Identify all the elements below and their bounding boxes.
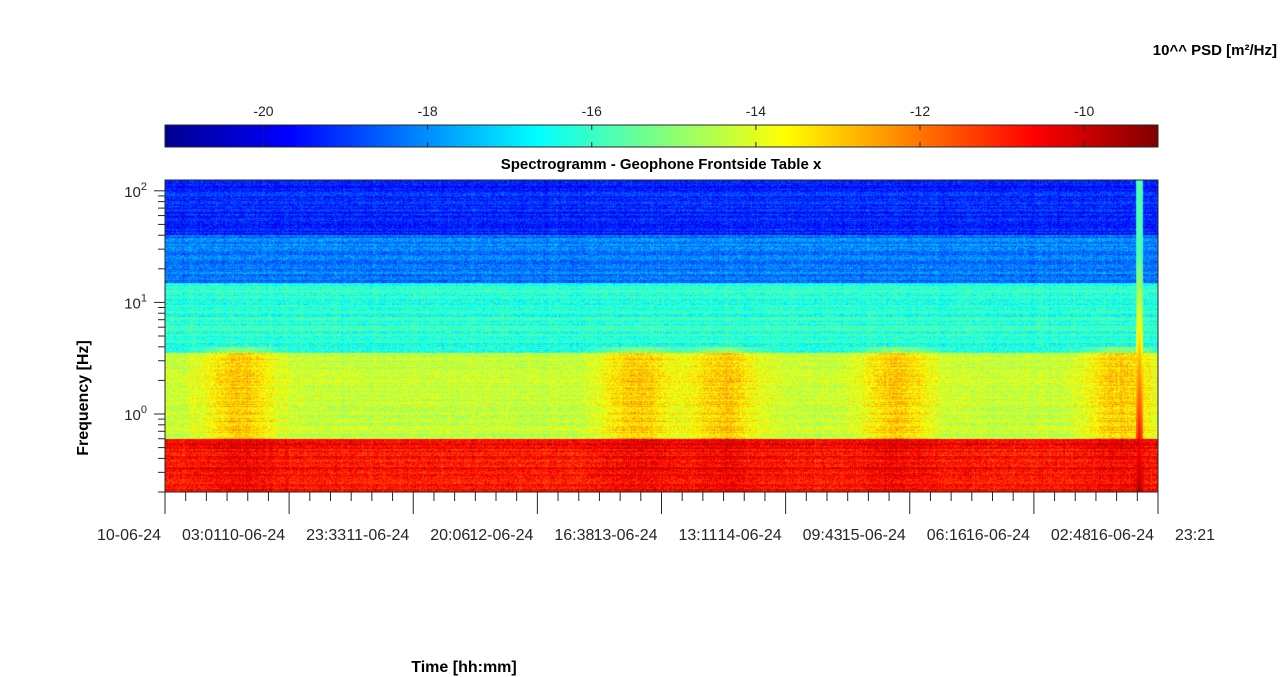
x-tick-date: 14-06-24 [718, 527, 782, 544]
x-tick-date: 15-06-24 [842, 527, 906, 544]
colorbar: -20 -18 -16 -14 -12 -10 [164, 103, 1159, 148]
colorbar-tick-label: -16 [582, 103, 602, 119]
x-tick-time: 02:48 [1051, 527, 1091, 544]
x-tick-label-group: 10-06-24 23:33 [221, 527, 346, 544]
x-tick-date: 12-06-24 [469, 527, 533, 544]
y-tick-label: 102 [124, 181, 147, 201]
x-tick-label-group: 16-06-24 23:21 [1090, 527, 1215, 544]
x-tick-label-group: 12-06-24 16:38 [469, 527, 594, 544]
x-tick-time: 03:01 [182, 527, 222, 544]
y-axis: 100 101 102 [124, 181, 165, 493]
colorbar-gradient [164, 124, 1159, 148]
x-tick-date: 13-06-24 [593, 527, 657, 544]
x-tick-label-group: 11-06-24 20:06 [346, 527, 470, 544]
x-tick-time: 13:11 [679, 527, 718, 544]
spectrogram-heatmap [165, 180, 1158, 492]
plot-area [164, 179, 1159, 493]
x-tick-date: 11-06-24 [346, 527, 409, 544]
x-tick-label-group: 10-06-24 03:01 [97, 527, 222, 544]
x-axis-label: Time [hh:mm] [411, 659, 516, 676]
colorbar-tick-label: -10 [1074, 103, 1094, 119]
colorbar-tick-label: -20 [253, 103, 273, 119]
x-tick-time: 23:33 [306, 527, 346, 544]
colorbar-tick-label: -12 [910, 103, 930, 119]
x-tick-time: 06:16 [927, 527, 967, 544]
x-tick-time: 23:21 [1175, 527, 1215, 544]
colorbar-tick-label: -18 [417, 103, 437, 119]
y-tick-label: 100 [124, 404, 147, 424]
colorbar-label: 10^^ PSD [m²/Hz] [1153, 42, 1277, 59]
colorbar-tick-label: -14 [746, 103, 766, 119]
y-tick-label: 101 [124, 292, 147, 312]
x-axis: 10-06-24 03:01 10-06-24 23:33 11-06-24 20:06 1… [97, 492, 1215, 544]
x-tick-time: 16:38 [554, 527, 594, 544]
chart-title: Spectrogramm - Geophone Frontside Table … [501, 156, 822, 173]
x-tick-label-group: 16-06-24 02:48 [966, 527, 1091, 544]
x-tick-date: 16-06-24 [966, 527, 1030, 544]
x-tick-label-group: 15-06-24 06:16 [842, 527, 967, 544]
x-tick-label-group: 14-06-24 09:43 [718, 527, 843, 544]
x-tick-time: 09:43 [803, 527, 843, 544]
y-axis-label: Frequency [Hz] [75, 340, 92, 456]
x-tick-time: 20:06 [430, 527, 470, 544]
x-tick-date: 10-06-24 [221, 527, 285, 544]
x-tick-label-group: 13-06-24 13:11 [593, 527, 717, 544]
colorbar-ticks: -20 -18 -16 -14 -12 -10 [253, 103, 1094, 147]
x-tick-date: 10-06-24 [97, 527, 161, 544]
x-tick-date: 16-06-24 [1090, 527, 1154, 544]
